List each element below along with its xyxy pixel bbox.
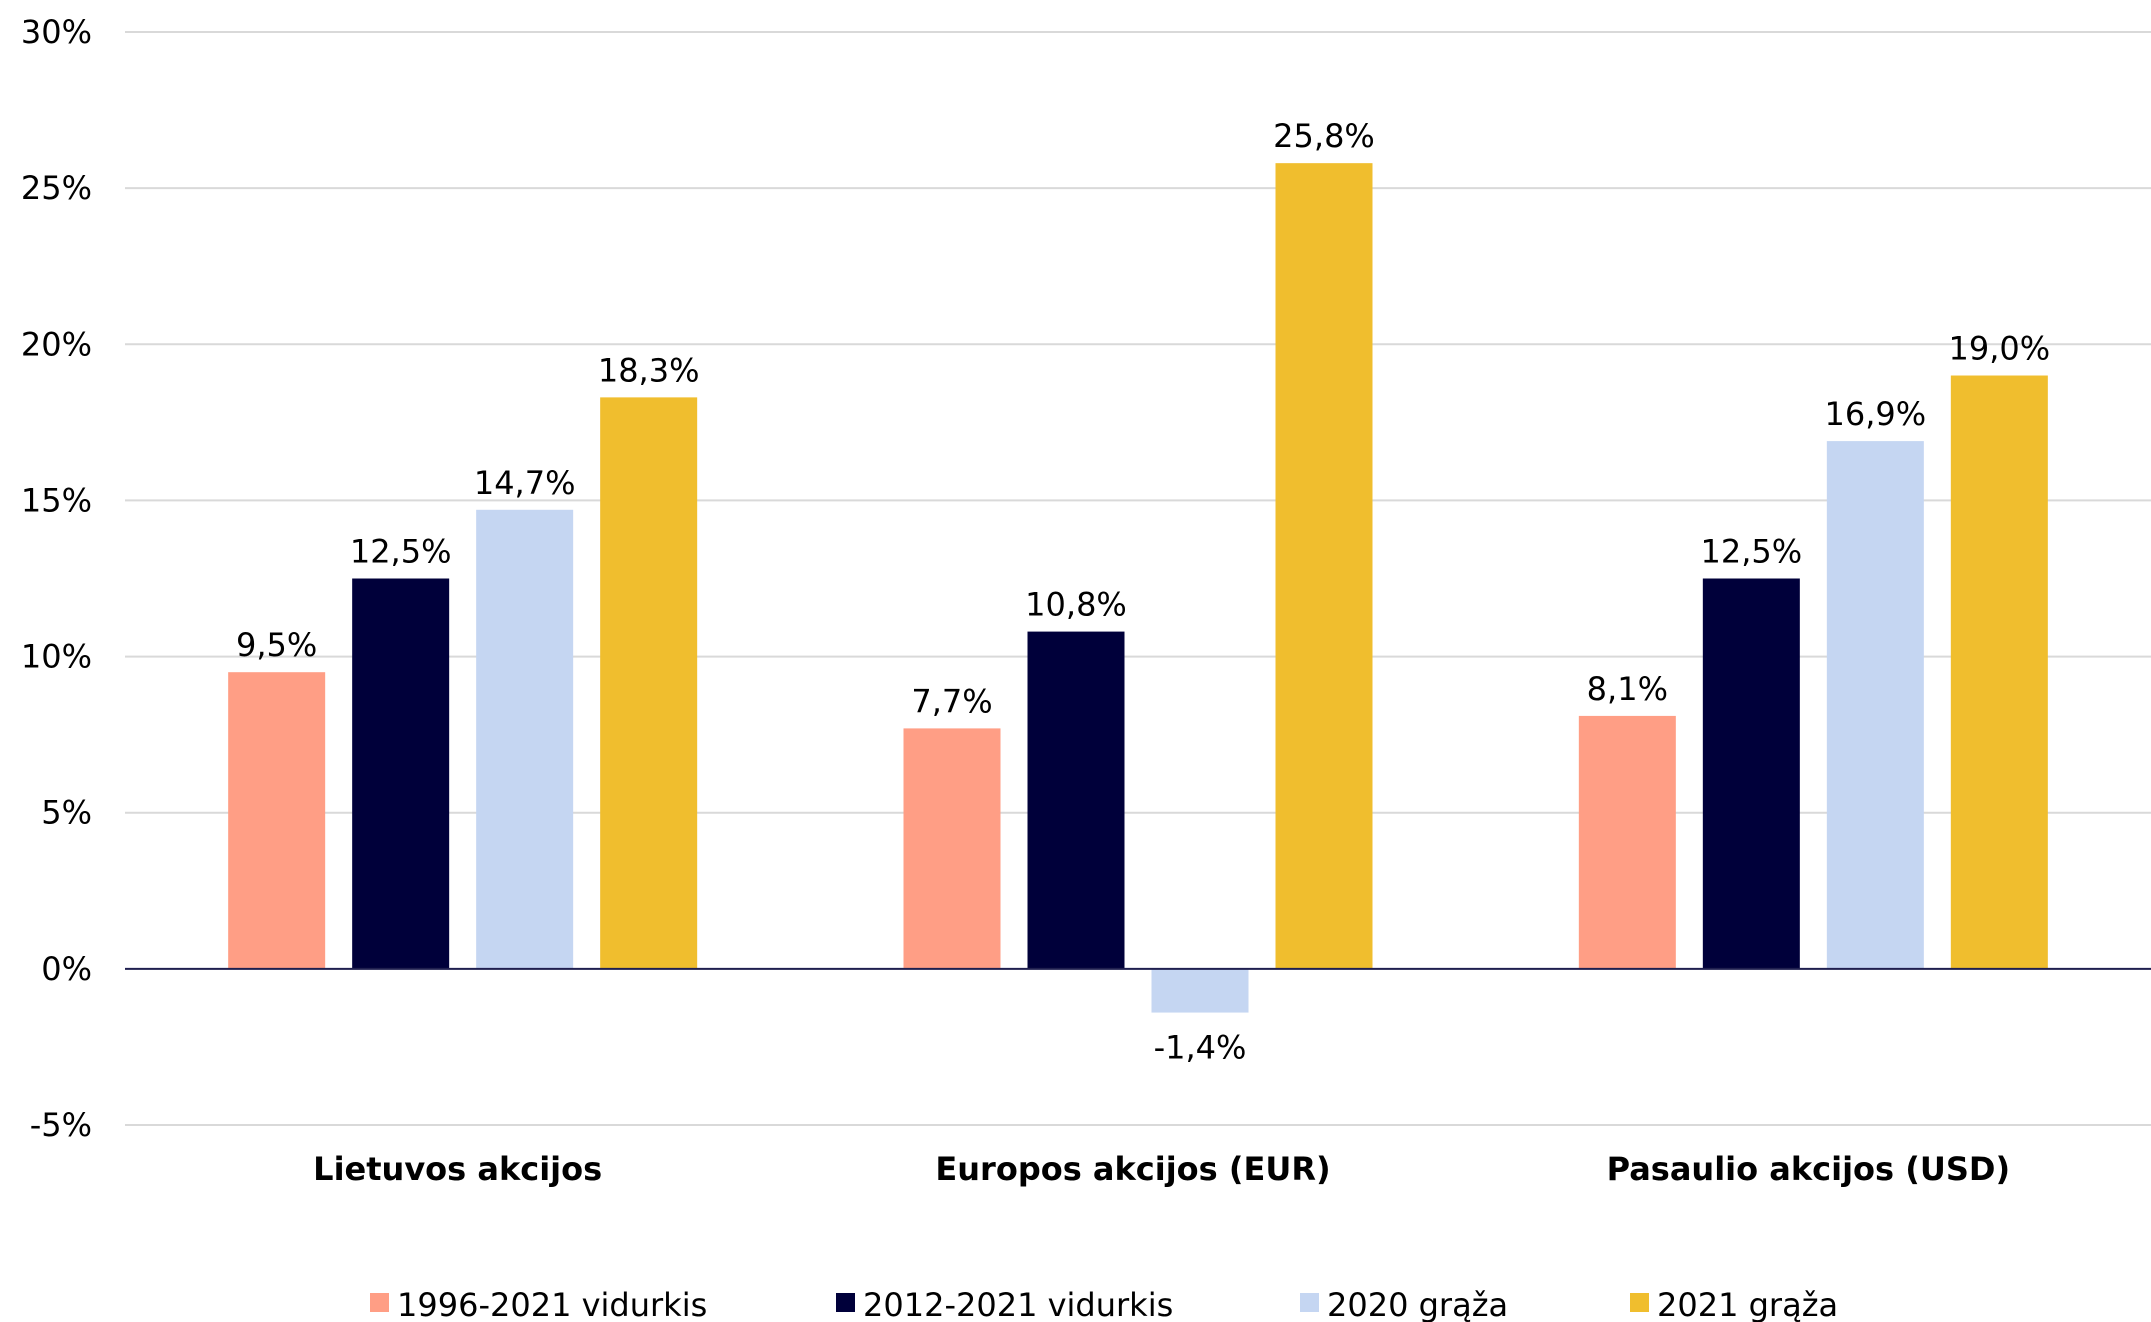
bar (903, 728, 1001, 969)
bar (1950, 375, 2048, 969)
y-tick-label: 10% (21, 638, 92, 676)
legend-swatch (1630, 1293, 1649, 1312)
legend-swatch (370, 1293, 389, 1312)
data-label: 7,7% (911, 682, 992, 720)
data-label: 12,5% (1701, 533, 1803, 571)
bar (1275, 163, 1373, 969)
y-tick-label: 25% (21, 169, 92, 207)
legend-swatch (1300, 1293, 1319, 1312)
y-axis-ticks: 30% 25% 20% 15% 10% 5% 0% -5% (21, 13, 92, 1144)
data-label: 9,5% (236, 626, 317, 664)
bar (1151, 968, 1249, 1013)
data-label: 18,3% (598, 351, 700, 389)
data-label: 16,9% (1825, 395, 1927, 433)
bar (600, 397, 698, 969)
legend-label: 1996-2021 vidurkis (397, 1286, 707, 1322)
bars (228, 163, 2048, 1013)
bar (1702, 578, 1800, 969)
data-label: -1,4% (1154, 1029, 1247, 1067)
y-tick-label: 5% (41, 794, 92, 832)
data-label: 19,0% (1949, 330, 2051, 368)
y-tick-label: 15% (21, 481, 92, 519)
data-label: 12,5% (350, 533, 452, 571)
bar (352, 578, 450, 969)
bar (1826, 441, 1924, 969)
gridlines (125, 31, 2151, 1126)
bar (1027, 631, 1125, 969)
data-label: 14,7% (474, 464, 576, 502)
category-label: Lietuvos akcijos (313, 1150, 602, 1188)
bar (228, 672, 326, 969)
data-labels: 9,5% 12,5% 14,7% 18,3% 7,7% 10,8% -1,4% 25,8% 8,… (236, 117, 2050, 1066)
legend: 1996-2021 vidurkis 2012-2021 vidurkis 2020… (370, 1286, 1838, 1322)
category-label: Pasaulio akcijos (USD) (1607, 1150, 2010, 1188)
legend-label: 2020 grąža (1327, 1286, 1508, 1322)
data-label: 10,8% (1025, 586, 1127, 624)
data-label: 8,1% (1587, 670, 1668, 708)
y-tick-label: 0% (41, 950, 92, 988)
bar (1578, 715, 1676, 969)
legend-label: 2021 grąža (1657, 1286, 1838, 1322)
category-labels: Lietuvos akcijos Europos akcijos (EUR) Pas… (313, 1150, 2010, 1188)
data-label: 25,8% (1273, 117, 1375, 155)
y-tick-label: 30% (21, 13, 92, 51)
category-label: Europos akcijos (EUR) (935, 1150, 1330, 1188)
y-tick-label: 20% (21, 325, 92, 363)
bar (476, 509, 574, 969)
y-tick-label: -5% (30, 1106, 92, 1144)
legend-label: 2012-2021 vidurkis (863, 1286, 1173, 1322)
legend-swatch (836, 1293, 855, 1312)
